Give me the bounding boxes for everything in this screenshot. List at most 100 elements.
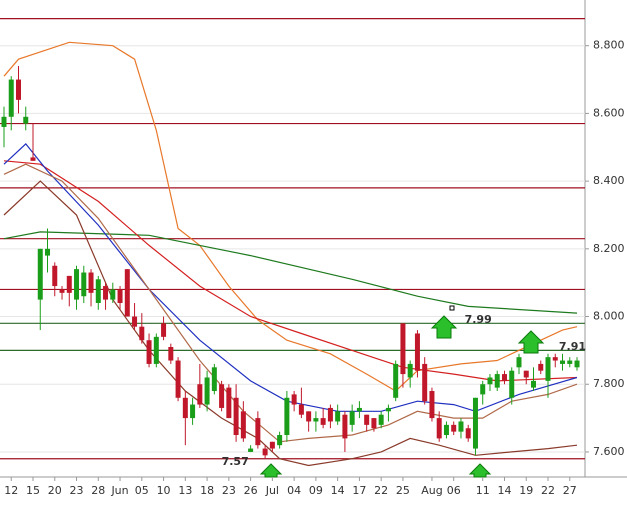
candle-body — [407, 363, 413, 378]
y-tick-label: 7.800 — [593, 377, 625, 390]
candle-body — [269, 441, 275, 449]
buy-arrow — [517, 330, 545, 354]
x-tick-label: Jul — [265, 484, 279, 497]
candle-body — [117, 289, 123, 303]
candle-body — [342, 414, 348, 439]
buy-arrow — [259, 463, 283, 478]
candle-body — [248, 448, 254, 452]
candle-body — [291, 394, 297, 405]
candle-body — [516, 357, 522, 368]
candle-body — [161, 323, 167, 337]
candle-body — [574, 360, 580, 368]
candle-body — [103, 286, 109, 300]
candle-body — [233, 397, 239, 436]
candle-body — [219, 384, 225, 408]
candle-body — [458, 421, 464, 432]
x-tick-label: 11 — [476, 484, 490, 497]
x-tick-label: 19 — [519, 484, 533, 497]
candle-body — [451, 424, 457, 432]
candle-body — [306, 411, 312, 422]
x-tick-label: 15 — [26, 484, 40, 497]
y-tick-label: 8.000 — [593, 310, 625, 323]
x-tick-label: 14 — [497, 484, 511, 497]
x-tick-label: 13 — [178, 484, 192, 497]
candle-body — [197, 384, 203, 405]
candle-body — [356, 407, 362, 412]
x-tick-label: 04 — [287, 484, 301, 497]
candle-body — [414, 333, 420, 371]
y-tick-label: 8.600 — [593, 106, 625, 119]
candle-body — [327, 407, 333, 422]
indicator-line — [3, 180, 578, 467]
candle-body — [436, 418, 442, 439]
candle-body — [298, 404, 304, 415]
candle-body — [530, 380, 536, 388]
candle-body — [124, 269, 130, 317]
candle-body — [88, 272, 94, 293]
candle-body — [494, 374, 500, 388]
candle-body — [538, 363, 544, 371]
candle-body — [23, 116, 29, 124]
annotation: 7.57 — [222, 455, 249, 468]
candle-body — [182, 397, 188, 419]
y-tick-label: 8.800 — [593, 39, 625, 52]
candle-body — [15, 79, 21, 100]
candle-body — [175, 360, 181, 398]
candle-body — [45, 248, 51, 256]
annotation: 7.91 — [559, 340, 586, 353]
candle-body — [523, 370, 529, 378]
x-tick-label: Jun — [110, 484, 128, 497]
candle-body — [190, 404, 196, 419]
candle-body — [284, 397, 290, 436]
x-tick-label: 06 — [447, 484, 461, 497]
x-tick-label: 05 — [135, 484, 149, 497]
candle-body — [480, 384, 486, 395]
candle-body — [429, 391, 435, 419]
x-tick-label: 17 — [352, 484, 366, 497]
candle-body — [110, 289, 116, 300]
candle-body — [81, 272, 87, 297]
candle-body — [509, 370, 515, 398]
candle-body — [567, 360, 573, 364]
candle-body — [552, 357, 558, 361]
candle-body — [95, 279, 101, 303]
x-tick-label: 28 — [91, 484, 105, 497]
buy-arrow — [430, 315, 458, 339]
candle-body — [74, 269, 80, 300]
candle-body — [30, 157, 36, 161]
x-tick-label: 22 — [541, 484, 555, 497]
candle-body — [66, 275, 72, 293]
candle-body — [487, 377, 493, 385]
candle-body — [400, 323, 406, 375]
candle-body — [255, 418, 261, 446]
buy-arrow — [468, 463, 492, 478]
candle-body — [262, 448, 268, 456]
indicator-line — [3, 163, 578, 443]
candle-body — [378, 414, 384, 425]
indicator-line — [3, 160, 578, 382]
candle-body — [139, 326, 145, 341]
candle-body — [335, 411, 341, 422]
indicator-line — [3, 231, 578, 314]
y-tick-label: 8.400 — [593, 174, 625, 187]
candle-body — [153, 336, 159, 364]
marker — [449, 305, 455, 311]
y-tick-label: 7.600 — [593, 445, 625, 458]
candle-body — [1, 116, 7, 127]
candle-body — [349, 411, 355, 425]
candle-body — [371, 418, 377, 429]
candle-body — [204, 377, 210, 405]
x-tick-label: Aug — [421, 484, 442, 497]
candle-body — [146, 340, 152, 364]
candle-body — [226, 387, 232, 419]
candle-body — [465, 428, 471, 439]
x-tick-label: 23 — [222, 484, 236, 497]
candle-body — [59, 289, 65, 293]
candle-body — [52, 265, 58, 287]
candle-body — [443, 424, 449, 436]
x-tick-label: 20 — [48, 484, 62, 497]
candle-body — [472, 397, 478, 449]
x-tick-label: 25 — [396, 484, 410, 497]
x-tick-label: 27 — [563, 484, 577, 497]
